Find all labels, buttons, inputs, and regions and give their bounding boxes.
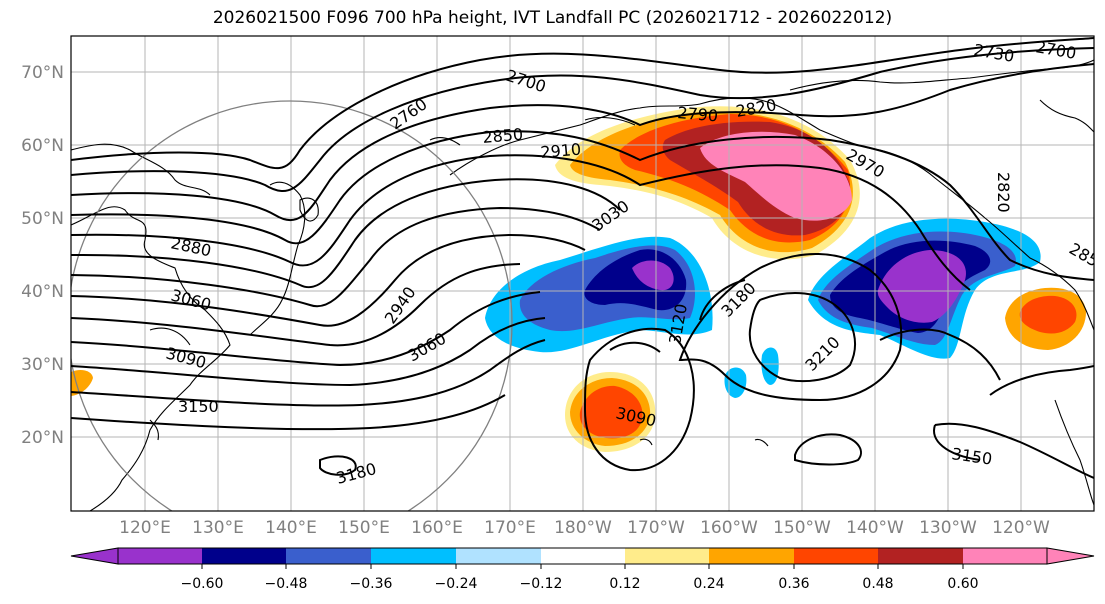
colorbar-tick-label: 0.24 [693, 576, 724, 592]
shade-positive-west-edge [71, 370, 93, 396]
colorbar-segment [371, 548, 456, 564]
map-title: 2026021500 F096 700 hPa height, IVT Land… [212, 8, 893, 28]
colorbar-segment [286, 548, 371, 564]
lon-label: 140°W [846, 518, 904, 538]
colorbar-segment [878, 548, 963, 564]
shade-positive-north [700, 131, 852, 221]
colorbar-arrow-right [1047, 548, 1094, 564]
lon-label: 170°E [484, 518, 536, 538]
colorbar-tick-label: −0.12 [520, 576, 563, 592]
lon-label: 130°W [919, 518, 977, 538]
colorbar-segment [709, 548, 794, 564]
lon-label: 120°W [992, 518, 1050, 538]
colorbar-tick-label: −0.24 [435, 576, 478, 592]
lat-label: 40°N [21, 282, 64, 302]
colorbar-tick-label: −0.48 [265, 576, 308, 592]
lon-label: 160°E [411, 518, 463, 538]
colorbar-tick-label: 0.60 [947, 576, 978, 592]
lon-label: 150°W [773, 518, 831, 538]
lon-label: 170°W [627, 518, 685, 538]
colorbar-segment [794, 548, 878, 564]
colorbar-segment [456, 548, 541, 564]
lon-label: 120°E [119, 518, 171, 538]
colorbar-segment [541, 548, 625, 564]
lon-label: 140°E [265, 518, 317, 538]
lat-label: 30°N [21, 355, 64, 375]
contour-label: 2850 [482, 125, 524, 147]
lon-label: 180°W [554, 518, 612, 538]
colorbar-segment [202, 548, 286, 564]
colorbar-tick-label: −0.60 [181, 576, 224, 592]
lat-label: 50°N [21, 209, 64, 229]
colorbar-tick-label: 0.12 [609, 576, 640, 592]
lat-label: 70°N [21, 63, 64, 83]
height-contours [71, 37, 1094, 479]
longitude-labels: 120°E 130°E 140°E 150°E 160°E 170°E 180°… [119, 518, 1050, 538]
colorbar-tick-label: 0.48 [862, 576, 893, 592]
colorbar-tick-label: −0.36 [350, 576, 393, 592]
shade-positive-coast [1019, 295, 1077, 334]
contour-label: 2790 [677, 103, 719, 125]
contour-label: 2910 [540, 140, 582, 162]
colorbar-arrow-left [71, 548, 118, 564]
lat-label: 20°N [21, 428, 64, 448]
lat-label: 60°N [21, 136, 64, 156]
shade-negative-east [877, 250, 966, 323]
contour-label: 3150 [178, 397, 219, 416]
lon-label: 150°E [338, 518, 390, 538]
colorbar-segment [118, 548, 202, 564]
shade-negative-central [632, 260, 674, 291]
colorbar-segment [963, 548, 1047, 564]
latitude-labels: 70°N 60°N 50°N 40°N 30°N 20°N [21, 63, 64, 448]
lon-label: 160°W [700, 518, 758, 538]
colorbar-segment [625, 548, 709, 564]
map-frame [70, 35, 1095, 512]
contour-label: 2820 [994, 172, 1013, 213]
domain-circle [71, 100, 513, 511]
shade-positive-subtropical [579, 385, 643, 439]
colorbar-tick-label: 0.36 [778, 576, 809, 592]
lon-label: 130°E [192, 518, 244, 538]
colorbar: −0.60 −0.48 −0.36 −0.24 −0.12 0.12 0.24 0.36 0.4… [70, 547, 1095, 592]
coastlines [71, 59, 1094, 511]
graticule [71, 36, 1094, 511]
